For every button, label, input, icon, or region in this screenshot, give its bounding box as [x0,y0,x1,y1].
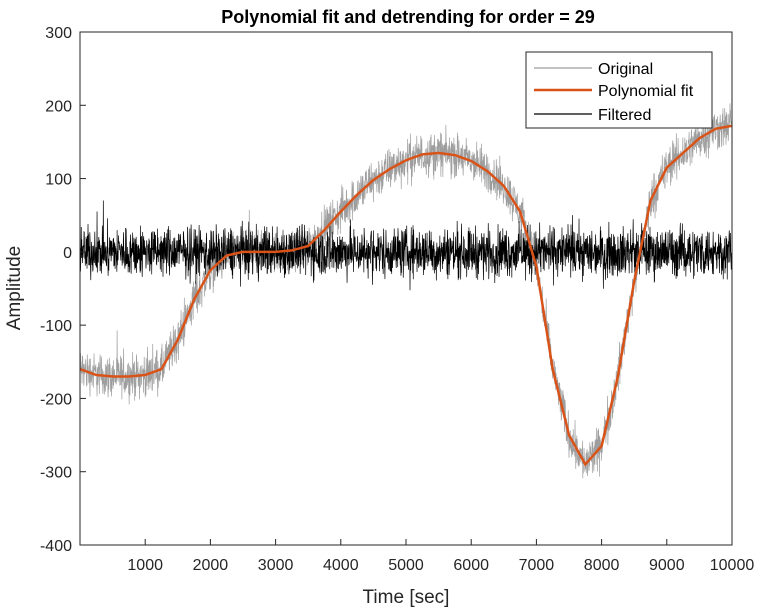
x-tick-label: 8000 [584,557,620,574]
x-tick-label: 5000 [388,557,424,574]
legend: Original Polynomial fit Filtered [525,51,713,129]
y-tick-label: -200 [40,391,72,408]
y-axis-label: Amplitude [4,246,25,331]
x-tick-label: 10000 [710,557,755,574]
x-tick-label: 6000 [453,557,489,574]
legend-label-original: Original [598,61,653,78]
legend-label-polynomial-fit: Polynomial fit [598,83,694,100]
series-layer [79,103,733,479]
ticks-layer: 1000 2000 3000 4000 5000 6000 7000 8000 9000 1000… [40,25,754,574]
series-filtered-line [79,200,733,291]
y-tick-label: 200 [45,98,72,115]
legend-label-filtered: Filtered [598,107,651,124]
series-polynomial-fit-line [79,124,733,467]
y-tick-label: 300 [45,25,72,42]
chart-title: Polynomial fit and detrending for order … [221,7,595,27]
x-tick-label: 2000 [193,557,229,574]
x-tick-label: 4000 [323,557,359,574]
x-tick-label: 1000 [127,557,163,574]
y-tick-label: 100 [45,172,72,189]
y-tick-label: 0 [63,245,72,262]
x-tick-label: 7000 [519,557,555,574]
y-tick-label: -400 [40,538,72,555]
y-tick-label: -300 [40,465,72,482]
x-tick-label: 9000 [649,557,685,574]
y-tick-label: -100 [40,318,72,335]
x-axis-label: Time [sec] [363,587,450,608]
x-tick-label: 3000 [258,557,294,574]
